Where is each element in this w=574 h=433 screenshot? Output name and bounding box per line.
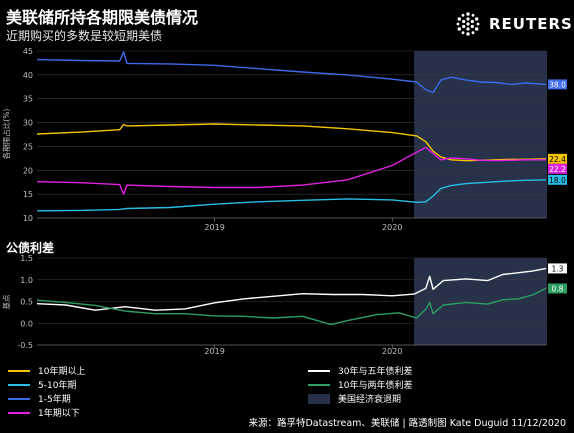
x-tick-label: 2019: [204, 223, 224, 232]
end-value-label: 18.0: [549, 176, 566, 185]
end-value-tag: [548, 283, 567, 294]
y-axis-label: 基点: [1, 294, 11, 309]
y-tick-label: 1.0: [20, 276, 33, 285]
legend-item: 5-10年期: [8, 378, 76, 391]
end-value-tag: [548, 79, 567, 90]
reuters-dots-icon: [456, 12, 480, 36]
x-tick-label: 2019: [204, 347, 224, 356]
end-value-tag: [548, 153, 567, 164]
chart-subtitle: 近期购买的多数是较短期美债: [6, 29, 163, 43]
end-value-label: 1.3: [552, 264, 564, 273]
legend-swatch: [308, 393, 330, 404]
y-axis-label: 各期限占比(%): [1, 109, 11, 160]
x-tick-label: 2020: [382, 223, 402, 232]
legend-item: 10年期以上: [8, 364, 85, 377]
legend-item: 1-5年期: [8, 392, 71, 405]
series-line: [36, 146, 546, 195]
y-tick-label: 0.5: [20, 298, 33, 307]
reuters-logo: REUTERS: [453, 9, 573, 39]
legend-swatch: [308, 369, 330, 372]
end-value-label: 38.0: [549, 80, 566, 89]
legend-swatch: [8, 397, 30, 400]
end-value-tag: [548, 174, 567, 185]
y-tick-label: -0.5: [17, 341, 33, 350]
legend-label: 30年与五年债利差: [338, 367, 413, 377]
y-tick-label: 1.5: [20, 254, 33, 263]
y-tick-label: 40: [23, 71, 33, 80]
legend-label: 1-5年期: [38, 395, 71, 405]
y-tick-label: 45: [23, 47, 33, 56]
legend-swatch: [8, 383, 30, 386]
end-value-tag: [548, 163, 567, 174]
legend-swatch: [8, 411, 30, 414]
legend-label: 10年与两年债利差: [338, 381, 413, 391]
chart-panel-1: 10 15 20 25 30 35 40 45 2019 2020 各期限占比(%) 38.0 22.4…: [1, 47, 567, 232]
legend-swatch: [8, 369, 30, 372]
legend-swatch: [308, 383, 330, 386]
end-value-label: 22.2: [549, 165, 566, 174]
y-tick-label: 15: [23, 190, 33, 199]
legend-item: 1年期以下: [8, 406, 80, 419]
x-tick-label: 2020: [382, 347, 402, 356]
recession-shade: [414, 51, 547, 218]
reuters-wordmark: REUTERS: [489, 15, 573, 33]
series-line: [36, 51, 547, 94]
chart-panel-2: -0.5 0.0 0.5 1.0 1.5 2019 2020 基点 公债利差 1.3 0.8: [1, 240, 567, 356]
series-line: [36, 179, 547, 212]
y-tick-label: 25: [23, 142, 33, 151]
y-tick-label: 30: [23, 119, 33, 128]
series-line: [36, 267, 547, 311]
legend-item: 美国经济衰退期: [308, 392, 401, 405]
end-value-tag: [548, 263, 567, 274]
panel-title: 公债利差: [6, 240, 54, 255]
legend-label: 10年期以上: [38, 367, 86, 377]
source-note: 来源：路孚特Datastream、美联储 | 路透制图 Kate Duguid …: [248, 418, 566, 429]
y-tick-label: 10: [23, 214, 33, 223]
y-tick-label: 20: [23, 166, 33, 175]
end-value-label: 0.8: [552, 284, 564, 293]
legend-item: 30年与五年债利差: [308, 364, 412, 377]
legend-label: 1年期以下: [38, 409, 80, 419]
legend-label: 5-10年期: [38, 381, 77, 391]
legend-item: 10年与两年债利差: [308, 378, 412, 391]
chart-title: 美联储所持各期限美债情况: [6, 8, 199, 27]
legend-label: 美国经济衰退期: [338, 395, 402, 405]
series-line: [36, 287, 547, 326]
end-value-label: 22.4: [549, 155, 566, 164]
y-tick-label: 0.0: [20, 319, 33, 328]
y-tick-label: 35: [23, 95, 33, 104]
